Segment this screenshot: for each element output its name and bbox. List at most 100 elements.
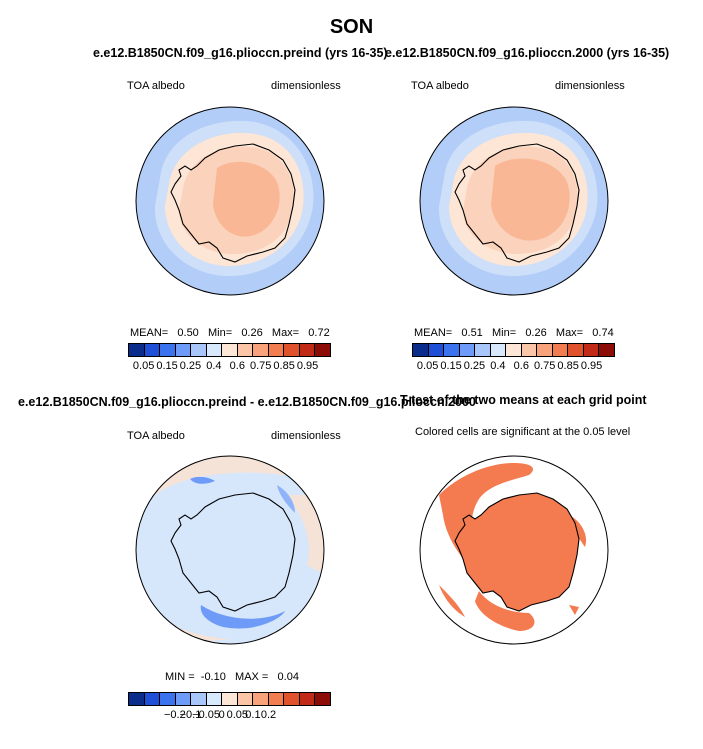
colorbar-swatch [459,344,476,356]
panel1-variable-label: TOA albedo [127,80,185,92]
colorbar-swatch [552,344,569,356]
panel2-colorbar [412,343,615,357]
colorbar-tick-label: 0.75 [250,360,272,372]
page-title: SON [329,16,374,38]
panel1-mean-label: MEAN= [130,327,169,339]
colorbar-tick-label: 0.05 [416,360,439,372]
panel3-min-label: MIN = [165,671,195,683]
colorbar-swatch [268,344,285,356]
panel2-stats: MEAN= 0.51 Min= 0.26 Max= 0.74 [414,327,614,339]
colorbar-swatch [299,344,316,356]
panel3-max-label: MAX = [235,671,269,683]
negative-difference-band [200,605,285,629]
significant-cells [475,591,535,631]
panel2-max-label: Max= [555,327,584,339]
panel3-max-value: 0.04 [277,671,299,683]
colorbar-swatch [413,344,429,356]
colorbar-tick-label: 0.6 [229,360,245,372]
colorbar-swatch [537,344,553,356]
colorbar-swatch [144,693,161,705]
panel1-min-label: Min= [207,327,233,339]
colorbar-swatch [583,344,600,356]
colorbar-tick-label: 0.4 [490,360,506,372]
colorbar-tick-label: 0.25 [463,360,486,372]
colorbar-swatch [206,693,223,705]
colorbar-swatch [129,693,145,705]
panel1-max-label: Max= [271,327,300,339]
colorbar-tick-label: 0.95 [296,360,319,372]
panel2-min-label: Min= [491,327,517,339]
panel2-variable-label: TOA albedo [411,80,469,92]
colorbar-swatch [444,344,460,356]
colorbar-tick-label: 0.15 [156,360,178,372]
positive-difference [285,495,324,575]
positive-difference [136,456,324,515]
colorbar-tick-label: 0.4 [206,360,222,372]
panel3-units-label: dimensionless [271,430,341,442]
antarctica-coastline [170,492,296,612]
significant-cells [455,493,579,611]
panel3-title: e.e12.B1850CN.f09_g16.pliocc​n.preind - … [18,395,476,409]
colorbar-swatch [160,344,176,356]
colorbar-swatch [237,344,254,356]
colorbar-swatch [144,344,161,356]
panel3-min-value: -0.10 [200,671,226,683]
panel1-mean-value: 0.50 [177,327,199,339]
colorbar-swatch [428,344,445,356]
colorbar-swatch [129,344,145,356]
panel2-max-value: 0.74 [592,327,614,339]
colorbar-swatch [568,344,584,356]
colorbar-swatch [222,693,238,705]
panel3-map [135,455,325,645]
colorbar-tick-label: 0.1 [245,709,261,721]
colorbar-tick-label: 0.15 [440,360,462,372]
panel4-title: T-test of the two means at each grid poi… [400,393,647,407]
colorbar-tick-label: 0.95 [580,360,603,372]
panel4-subtitle: Colored cells are significant at the 0.0… [415,426,631,438]
antarctica-coastline [454,143,580,263]
colorbar-swatch [521,344,538,356]
colorbar-swatch [315,344,330,356]
colorbar-tick-label: 0.25 [179,360,202,372]
colorbar-swatch [253,344,269,356]
negative-difference-patch [190,476,215,484]
panel1-stats: MEAN= 0.50 Min= 0.26 Max= 0.72 [130,327,330,339]
colorbar-swatch [475,344,491,356]
colorbar-swatch [175,693,192,705]
colorbar-tick-label: 0 [218,709,225,721]
colorbar-tick-label: −0.1 [179,709,202,721]
colorbar-swatch [191,693,207,705]
colorbar-swatch [315,693,330,705]
antarctica-coastline [170,143,296,263]
colorbar-swatch [284,344,300,356]
colorbar-swatch [599,344,614,356]
panel2-mean-label: MEAN= [414,327,453,339]
colorbar-swatch [284,693,300,705]
colorbar-tick-label: −0.05 [192,709,220,721]
colorbar-swatch [506,344,522,356]
panel1-units-label: dimensionless [271,80,341,92]
panel2-title: e.e12.B1850CN.f09_g16.pliocc​n.2000 (yrs… [385,46,670,60]
colorbar-tick-label: 0.75 [534,360,556,372]
panel1-title: e.e12.B1850CN.f09_g16.pliocc​n.preind (y… [93,46,388,60]
colorbar-tick-label: 0.05 [132,360,155,372]
colorbar-swatch [490,344,507,356]
panel3-variable-label: TOA albedo [127,430,185,442]
panel1-colorbar-ticks: 0.05 0.15 0.25 0.4 0.6 0.75 0.85 0.95 [128,360,331,374]
colorbar-swatch [268,693,285,705]
panel1-colorbar [128,343,331,357]
panel4-map [419,455,609,645]
panel1-max-value: 0.72 [308,327,330,339]
panel2-units-label: dimensionless [555,80,625,92]
panel2-map [419,106,609,296]
panel1-min-value: 0.26 [241,327,263,339]
colorbar-swatch [206,344,223,356]
colorbar-tick-label: 0.05 [226,709,249,721]
colorbar-tick-label: 0.6 [513,360,529,372]
colorbar-swatch [160,693,176,705]
colorbar-tick-label: 0.2 [260,709,277,721]
panel1-map [135,106,325,296]
colorbar-swatch [222,344,238,356]
significant-cells [439,585,465,617]
panel2-mean-value: 0.51 [461,327,483,339]
